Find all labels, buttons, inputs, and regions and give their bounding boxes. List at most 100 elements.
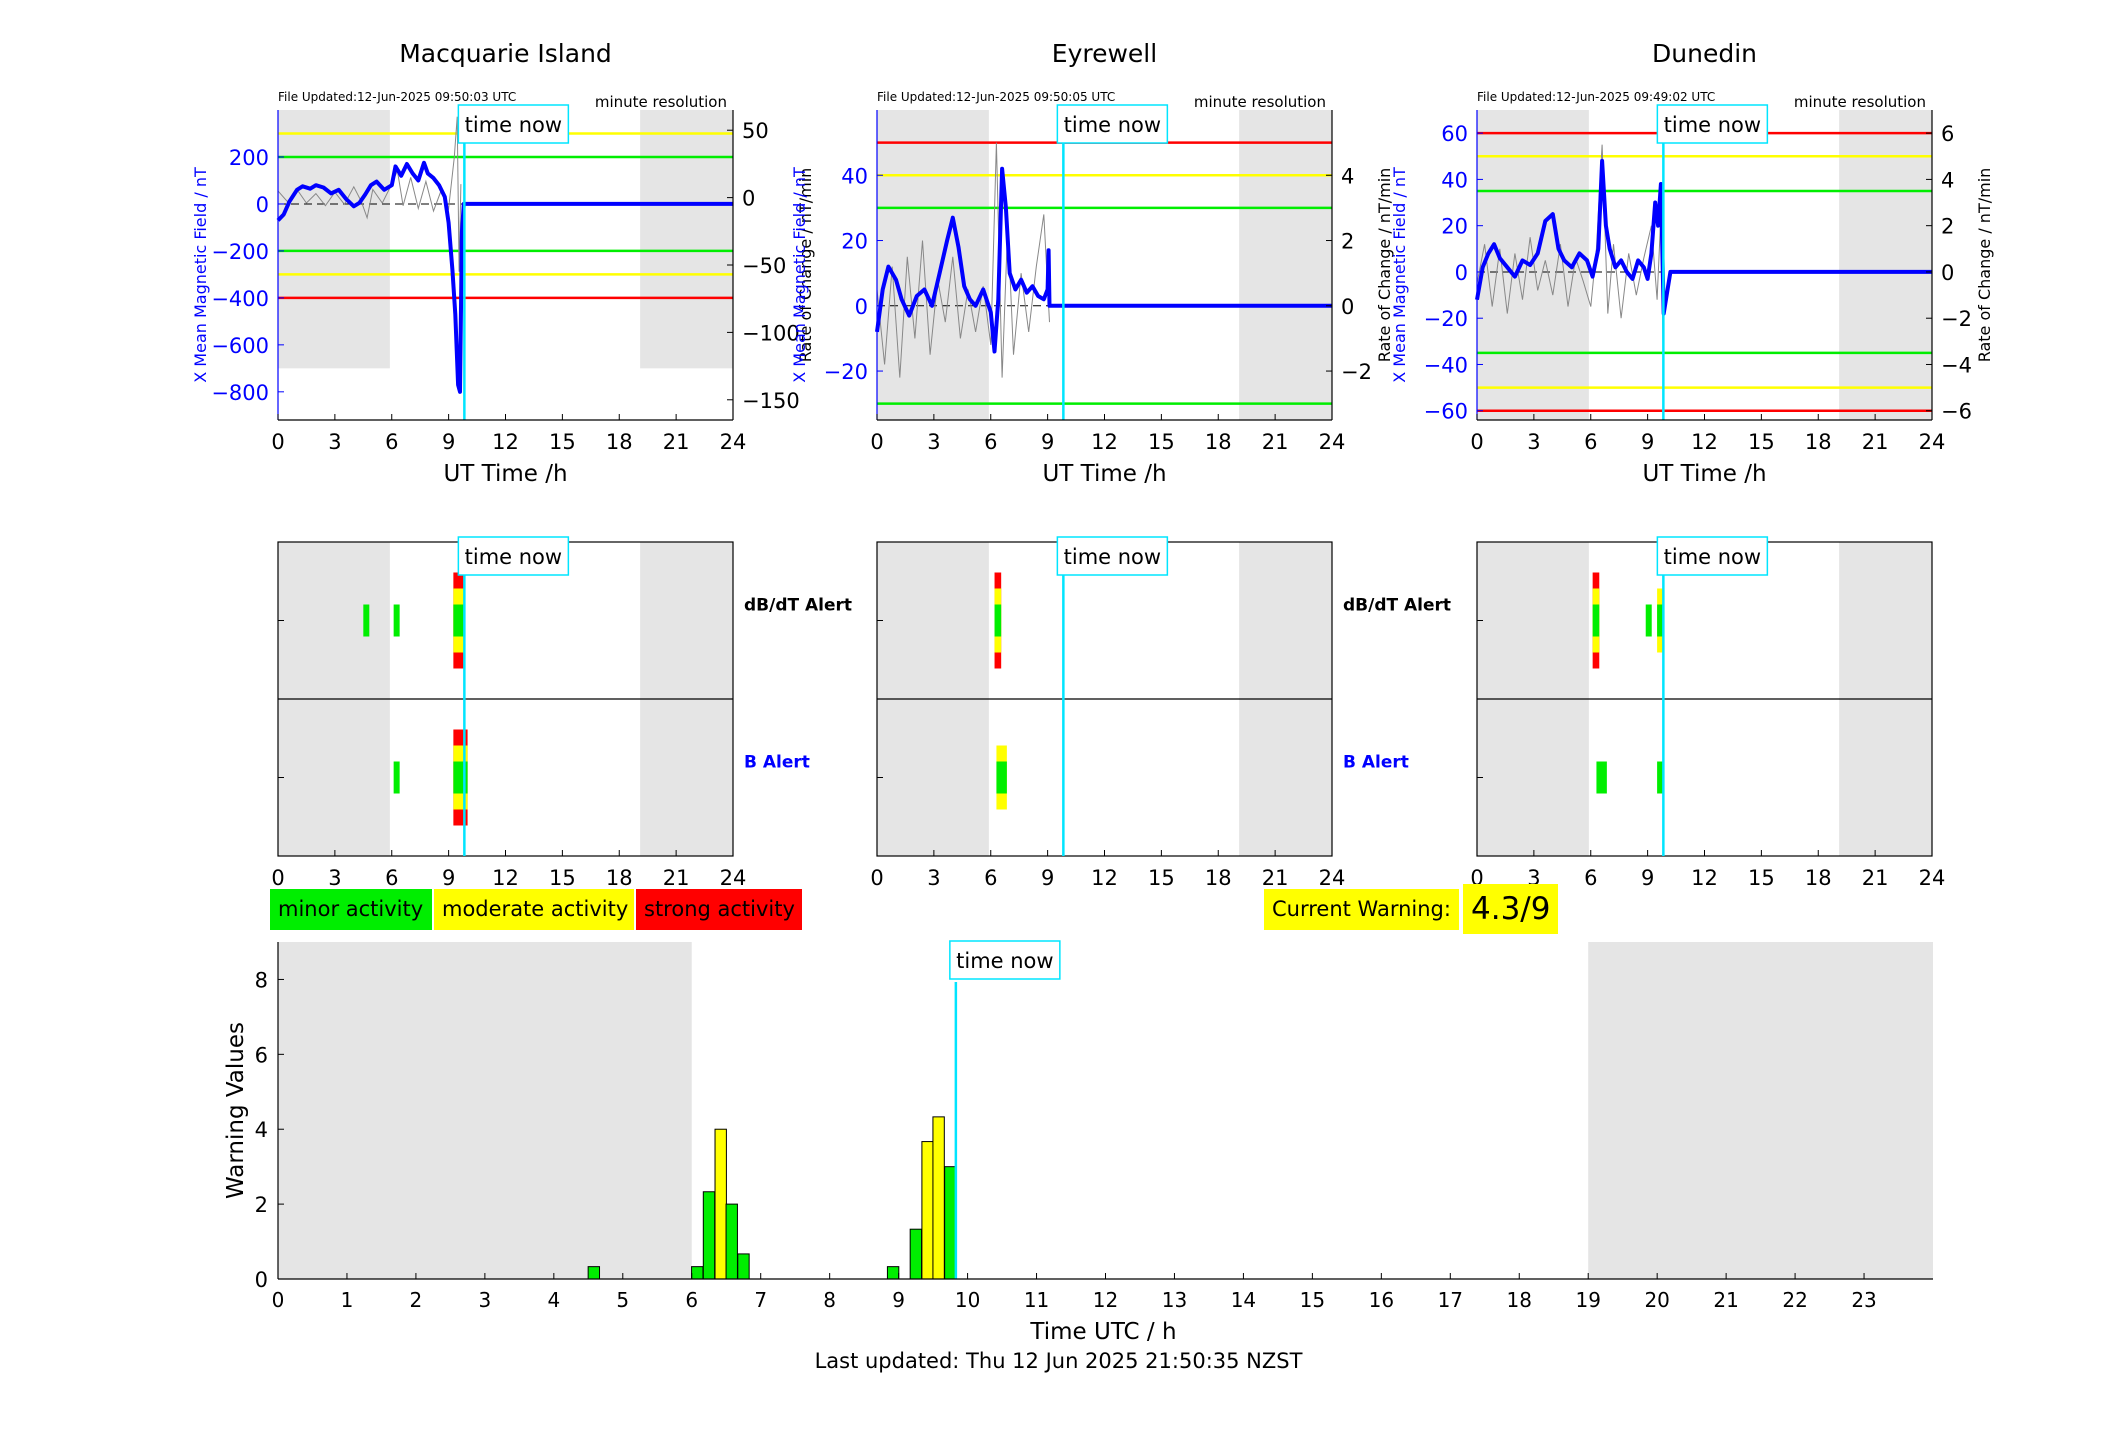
x-tick-label: 21	[1713, 1288, 1738, 1312]
x-tick-label: 12	[1691, 430, 1718, 454]
warning-bar	[714, 1128, 727, 1280]
legend-moderate-activity: moderate activity	[434, 889, 634, 930]
x-tick-label: 10	[955, 1288, 980, 1312]
x-tick-label: 6	[685, 1288, 698, 1312]
time-now-box	[457, 104, 570, 144]
rate-of-change-series	[876, 142, 1050, 378]
x-tick-label: 0	[271, 866, 284, 890]
x-axis-label: Time UTC / h	[1029, 1319, 1176, 1345]
y-tick-label-left: −800	[211, 381, 269, 405]
x-tick-label: 18	[606, 866, 633, 890]
time-now-marker: time now	[1056, 104, 1169, 144]
time-now-marker: time now	[1656, 104, 1769, 144]
x-tick-label: 9	[1641, 430, 1654, 454]
x-tick-label: 15	[1148, 866, 1175, 890]
current-warning-value: 4.3/9	[1463, 884, 1559, 934]
y-tick-label-right: 0	[1341, 295, 1354, 319]
time-now-box	[1056, 536, 1169, 576]
warning-bar	[691, 1266, 704, 1280]
x-tick-label: 15	[1748, 866, 1775, 890]
x-tick-label: 11	[1024, 1288, 1049, 1312]
x-tick-label: 21	[663, 430, 690, 454]
x-tick-label: 9	[1041, 430, 1054, 454]
magnetic-field-series	[276, 160, 733, 394]
y-tick-label-right: −4	[1941, 353, 1972, 377]
y-tick-label-left: −20	[1424, 307, 1468, 331]
night-shade	[1239, 110, 1332, 420]
y-tick-label-right: 4	[1941, 168, 1954, 192]
y-tick-label-right: −50	[742, 254, 786, 278]
x-axis-label: UT Time /h	[443, 461, 567, 487]
x-tick-label: 15	[549, 430, 576, 454]
time-now-box	[457, 536, 570, 576]
x-tick-label: 3	[927, 430, 940, 454]
x-tick-label: 9	[442, 430, 455, 454]
alert-panel-2: 0 3 6 9 12 15 18 21 24	[1470, 541, 1945, 890]
x-tick-label: 1	[341, 1288, 354, 1312]
x-tick-label: 16	[1369, 1288, 1394, 1312]
file-updated-text: File Updated:12-Jun-2025 09:50:05 UTC	[877, 90, 1115, 104]
magnetic-field-series	[875, 166, 1332, 354]
x-tick-label: 14	[1231, 1288, 1256, 1312]
x-tick-label: 23	[1851, 1288, 1876, 1312]
y-tick-label-right: −2	[1341, 360, 1372, 384]
y-tick-label-left: 20	[1441, 215, 1468, 239]
night-shade	[1588, 942, 1933, 1279]
night-shade	[877, 110, 989, 420]
y-tick-label-left: −20	[824, 360, 868, 384]
x-tick-label: 12	[1093, 1288, 1118, 1312]
night-shade	[640, 110, 733, 369]
x-tick-label: 0	[271, 430, 284, 454]
x-tick-label: 22	[1782, 1288, 1807, 1312]
dbdt-alert-block-minor	[363, 604, 370, 637]
alert-panel-1: 0 3 6 9 12 15 18 21 24 dB/dT Alert B Alert	[870, 541, 1451, 890]
panel-title: Dunedin	[1652, 39, 1757, 68]
x-tick-label: 18	[1205, 430, 1232, 454]
y-tick-label-right: 2	[1341, 230, 1354, 254]
y-axis-label-right: Rate of Change / nT/min	[1375, 168, 1394, 363]
x-tick-label: 24	[720, 430, 747, 454]
time-now-label: time now	[1664, 113, 1761, 137]
magnetometer-panel-2: Dunedin File Updated:12-Jun-2025 09:49:02…	[1390, 39, 1994, 487]
b-alert-block-minor	[1596, 761, 1607, 794]
time-now-marker: time now	[457, 536, 570, 576]
time-now-box	[949, 940, 1061, 980]
x-tick-label: 15	[1748, 430, 1775, 454]
x-tick-label: 0	[272, 1288, 285, 1312]
warning-bar	[944, 1166, 957, 1280]
x-tick-label: 8	[823, 1288, 836, 1312]
time-now-box	[1056, 104, 1169, 144]
x-tick-label: 4	[547, 1288, 560, 1312]
warning-bar	[702, 1191, 716, 1280]
x-tick-label: 3	[479, 1288, 492, 1312]
y-tick-label-left: −200	[211, 240, 269, 264]
y-tick-label-left: −400	[211, 287, 269, 311]
x-tick-label: 0	[870, 430, 883, 454]
x-tick-label: 21	[1862, 430, 1889, 454]
y-tick-label-left: 0	[256, 193, 269, 217]
x-tick-label: 3	[328, 866, 341, 890]
x-tick-label: 12	[1091, 430, 1118, 454]
night-shade	[278, 110, 390, 369]
warning-bar	[886, 1266, 900, 1280]
y-tick-label-left: 60	[1441, 122, 1468, 146]
x-tick-label: 24	[720, 866, 747, 890]
x-tick-label: 7	[754, 1288, 767, 1312]
x-tick-label: 18	[1805, 430, 1832, 454]
y-tick-label-right: −6	[1941, 400, 1972, 424]
y-tick-label: 6	[255, 1043, 268, 1067]
y-axis-label-left: X Mean Magnetic Field / nT	[1390, 167, 1409, 383]
x-tick-label: 9	[1041, 866, 1054, 890]
x-tick-label: 0	[870, 866, 883, 890]
x-tick-label: 6	[1584, 866, 1597, 890]
x-tick-label: 24	[1319, 430, 1346, 454]
y-tick-label: 0	[255, 1268, 268, 1292]
x-tick-label: 15	[1148, 430, 1175, 454]
time-now-label: time now	[956, 949, 1053, 973]
x-tick-label: 24	[1919, 430, 1946, 454]
x-tick-label: 6	[984, 430, 997, 454]
file-updated-text: File Updated:12-Jun-2025 09:50:03 UTC	[278, 90, 516, 104]
dbdt-alert-label: dB/dT Alert	[1343, 596, 1451, 616]
y-tick-label-left: −600	[211, 334, 269, 358]
x-tick-label: 2	[410, 1288, 423, 1312]
